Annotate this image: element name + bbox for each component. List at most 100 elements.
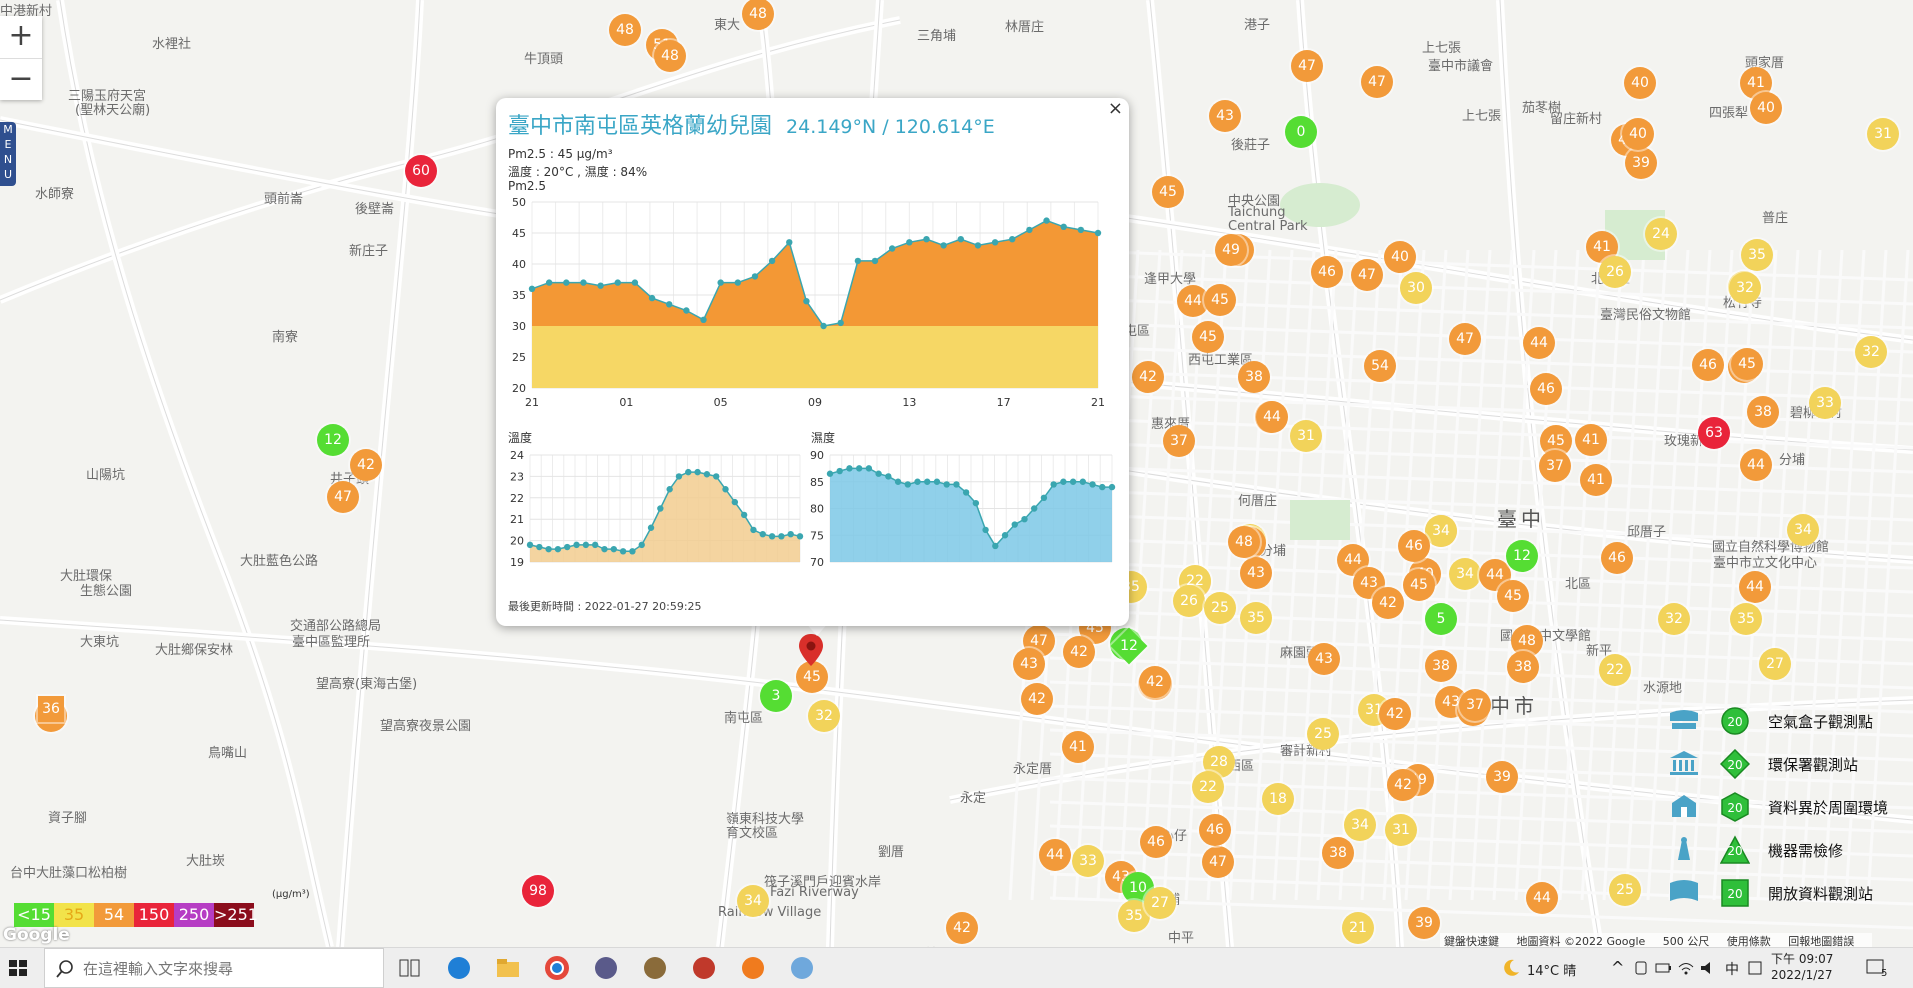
blender-icon[interactable]	[739, 954, 767, 982]
station-marker[interactable]: 35	[1730, 603, 1762, 635]
station-marker[interactable]: 42	[1387, 769, 1419, 801]
station-marker[interactable]: 32	[1855, 336, 1887, 368]
station-marker[interactable]: 43	[1240, 557, 1272, 589]
zoom-in-button[interactable]: +	[0, 16, 42, 59]
station-marker[interactable]: 44	[1526, 882, 1558, 914]
station-marker[interactable]: 45	[1204, 284, 1236, 316]
station-marker[interactable]: 34	[1787, 514, 1819, 546]
station-marker[interactable]: 32	[1658, 603, 1690, 635]
station-marker[interactable]: 48	[654, 40, 686, 72]
station-marker[interactable]: 63	[1698, 417, 1730, 449]
station-marker[interactable]: 42	[1372, 587, 1404, 619]
windows-start-icon[interactable]	[0, 948, 36, 988]
station-marker[interactable]: 25	[1307, 718, 1339, 750]
station-marker[interactable]: 22	[1192, 771, 1224, 803]
ime-mode-icon[interactable]	[1747, 960, 1763, 976]
station-marker[interactable]: 34	[1425, 515, 1457, 547]
station-marker[interactable]: 34	[1449, 558, 1481, 590]
station-marker[interactable]: 42	[1063, 636, 1095, 668]
close-icon[interactable]: ×	[1107, 98, 1123, 119]
station-marker[interactable]: 41	[1575, 424, 1607, 456]
station-marker[interactable]: 25	[1204, 592, 1236, 624]
chrome-icon[interactable]	[543, 954, 571, 982]
station-marker[interactable]: 24	[1645, 218, 1677, 250]
menu-button[interactable]: M E N U	[0, 122, 16, 186]
taskbar-search[interactable]	[44, 948, 384, 988]
battery-icon[interactable]	[1655, 960, 1673, 976]
edge-icon[interactable]	[445, 954, 473, 982]
station-marker[interactable]: 46	[1199, 814, 1231, 846]
station-marker[interactable]: 45	[1731, 348, 1763, 380]
station-marker[interactable]: 44	[1479, 559, 1511, 591]
station-marker[interactable]: 98	[522, 875, 554, 907]
station-marker[interactable]: 12	[1506, 540, 1538, 572]
station-marker[interactable]: 47	[327, 481, 359, 513]
station-marker[interactable]: 41	[1740, 67, 1772, 99]
anomaly-station-marker[interactable]: 36	[38, 696, 64, 722]
station-marker[interactable]: 42	[1379, 698, 1411, 730]
station-marker[interactable]: 46	[1140, 826, 1172, 858]
file-explorer-icon[interactable]	[494, 954, 522, 982]
network-device-icon[interactable]	[1633, 960, 1649, 976]
gimp-icon[interactable]	[641, 954, 669, 982]
station-marker[interactable]: 39	[1408, 907, 1440, 939]
compass-app-icon[interactable]	[592, 954, 620, 982]
station-marker[interactable]: 26	[1173, 585, 1205, 617]
clock-time[interactable]: 下午 09:07	[1771, 952, 1834, 966]
station-marker[interactable]: 38	[1425, 650, 1457, 682]
station-marker[interactable]: 31	[1867, 118, 1899, 150]
station-marker[interactable]: 38	[1507, 651, 1539, 683]
station-marker[interactable]: 43	[1209, 100, 1241, 132]
station-marker[interactable]: 42	[1132, 361, 1164, 393]
station-marker[interactable]: 31	[1385, 814, 1417, 846]
station-marker[interactable]: 18	[1262, 783, 1294, 815]
station-marker[interactable]: 12	[317, 424, 349, 456]
station-marker[interactable]: 42	[1139, 666, 1171, 698]
station-marker[interactable]: 45	[1497, 580, 1529, 612]
station-marker[interactable]: 45	[1403, 569, 1435, 601]
clock-date[interactable]: 2022/1/27	[1771, 968, 1833, 982]
station-marker[interactable]: 47	[1449, 323, 1481, 355]
station-marker[interactable]: 48	[1228, 526, 1260, 558]
station-marker[interactable]: 39	[1625, 147, 1657, 179]
keyboard-shortcuts-link[interactable]: 鍵盤快速鍵	[1444, 935, 1499, 947]
station-marker[interactable]: 46	[1398, 530, 1430, 562]
station-marker[interactable]: 42	[1021, 683, 1053, 715]
ime-indicator[interactable]: 中	[1725, 962, 1739, 978]
station-marker[interactable]: 42	[946, 912, 978, 944]
station-marker[interactable]: 44	[1256, 401, 1288, 433]
station-marker[interactable]: 40	[1384, 241, 1416, 273]
station-marker[interactable]: 3	[760, 680, 792, 712]
speaker-icon[interactable]	[1699, 960, 1717, 976]
station-marker[interactable]: 43	[1308, 643, 1340, 675]
chevron-up-icon[interactable]: ^	[1611, 958, 1625, 977]
station-marker[interactable]: 49	[1215, 234, 1247, 266]
paint-app-icon[interactable]	[690, 954, 718, 982]
location-pin-icon[interactable]	[797, 632, 825, 676]
station-marker[interactable]: 41	[1586, 231, 1618, 263]
map[interactable]: 水裡社 牛頂頭 東大 三角埔 林厝庄 港子 上七張 頭家厝 三陽玉府天宮 (聖林天公廟) 水師寮 頭前…	[0, 0, 1913, 947]
station-marker[interactable]: 34	[1344, 809, 1376, 841]
station-marker[interactable]: 44	[1740, 449, 1772, 481]
station-marker[interactable]: 35	[1741, 239, 1773, 271]
station-marker[interactable]: 0	[1285, 116, 1317, 148]
station-marker[interactable]: 43	[1013, 648, 1045, 680]
station-marker[interactable]: 30	[1400, 272, 1432, 304]
station-marker[interactable]: 41	[1062, 731, 1094, 763]
station-marker[interactable]: 39	[1486, 761, 1518, 793]
3d-box-app-icon[interactable]	[788, 954, 816, 982]
station-marker[interactable]: 27	[1759, 648, 1791, 680]
station-marker[interactable]: 34	[737, 885, 769, 917]
station-marker[interactable]: 46	[1601, 542, 1633, 574]
station-marker[interactable]: 48	[609, 14, 641, 46]
station-marker[interactable]: 40	[1624, 67, 1656, 99]
station-marker[interactable]: 44	[1523, 327, 1555, 359]
station-marker[interactable]: 27	[1144, 887, 1176, 919]
zoom-out-button[interactable]: −	[8, 61, 34, 96]
station-marker[interactable]: 45	[1192, 321, 1224, 353]
station-marker[interactable]: 41	[1580, 464, 1612, 496]
station-marker[interactable]: 33	[1072, 845, 1104, 877]
station-marker[interactable]: 46	[1692, 349, 1724, 381]
station-marker[interactable]: 31	[1290, 420, 1322, 452]
station-marker[interactable]: 33	[1809, 387, 1841, 419]
